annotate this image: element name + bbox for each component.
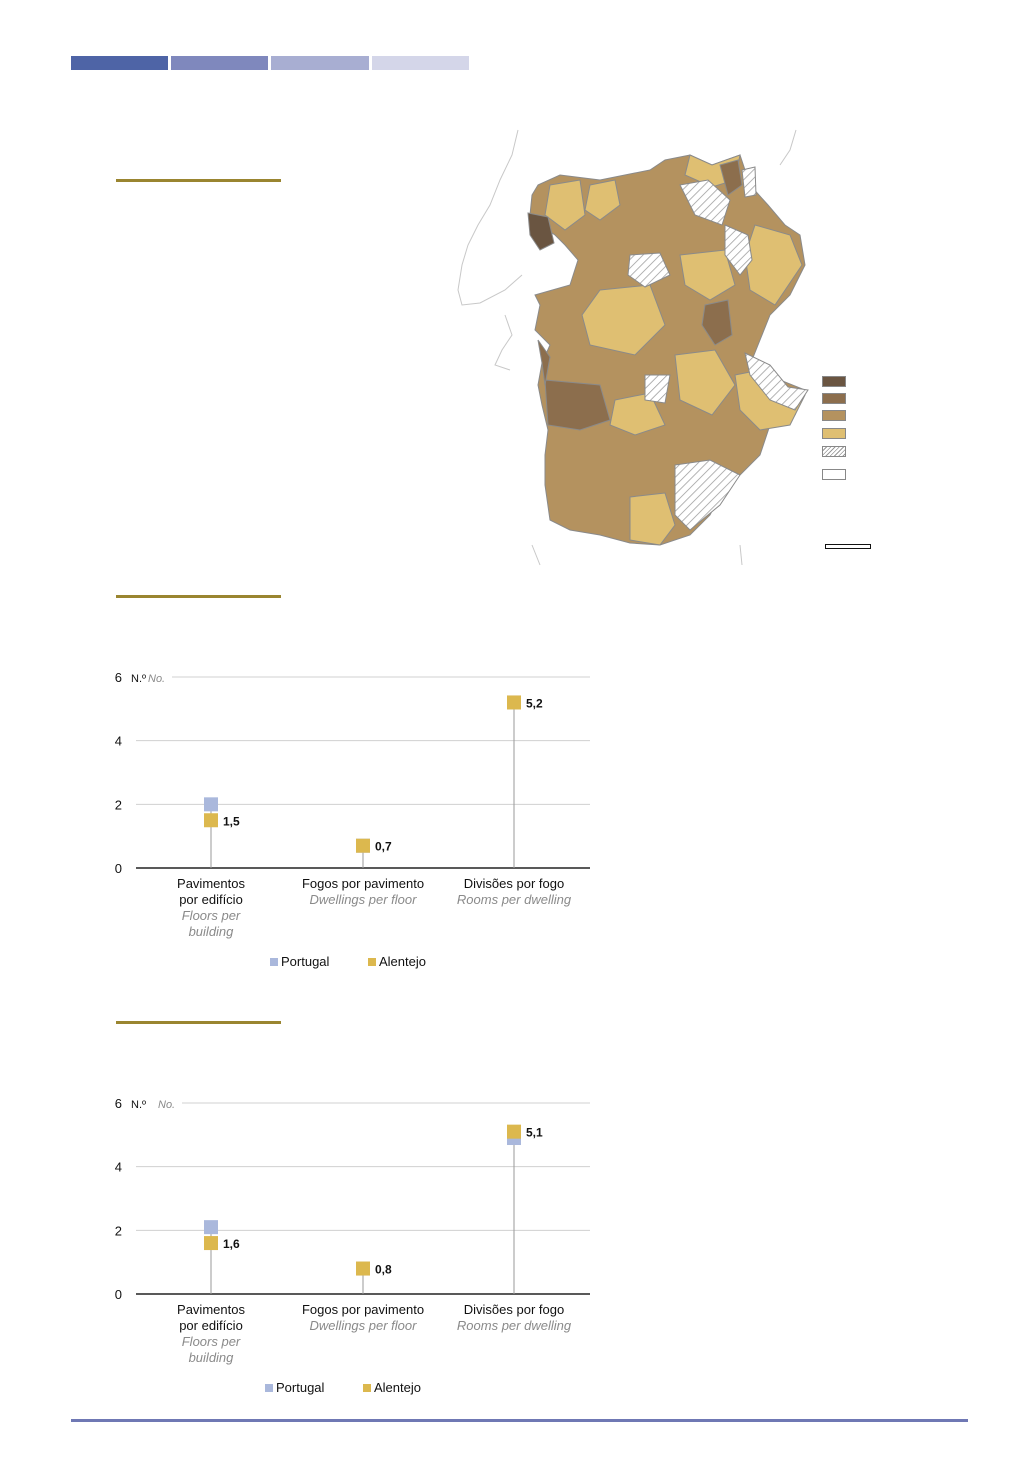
chart-1-portugal-point bbox=[204, 797, 218, 812]
chart-2-y-tick-label: 2 bbox=[115, 1223, 122, 1238]
chart-1-legend-alentejo-swatch bbox=[368, 957, 376, 966]
chart-2-legend-portugal: Portugal bbox=[265, 1380, 324, 1395]
header-bar-1 bbox=[71, 56, 168, 70]
chart-2-data-label: 0,8 bbox=[375, 1263, 392, 1277]
map-legend-swatch-1 bbox=[822, 376, 846, 387]
chart-2-legend-portugal-swatch bbox=[265, 1383, 273, 1392]
chart-1-y-tick-label: 2 bbox=[115, 797, 122, 812]
chart-1-data-label: 0,7 bbox=[375, 840, 392, 854]
chart-1-category-3: Divisões por fogo Rooms per dwelling bbox=[429, 876, 599, 908]
chart-1-legend-portugal: Portugal bbox=[270, 954, 329, 969]
chart-1-cat-2-pt: Fogos por pavimento bbox=[301, 876, 425, 891]
chart-1: 0 2 4 6 N.º No. 1,5 0,7 5,2 Pavimentos por edifí… bbox=[100, 660, 610, 980]
chart-2-cat-3-en: Rooms per dwelling bbox=[456, 1318, 572, 1333]
chart-1-legend-alentejo-label: Alentejo bbox=[379, 954, 426, 969]
map-legend-swatch-4 bbox=[822, 428, 846, 439]
chart-2-y-axis-label: N.º bbox=[131, 1099, 146, 1111]
chart-2-category-2: Fogos por pavimento Dwellings per floor bbox=[278, 1302, 448, 1334]
map-svg bbox=[457, 129, 809, 566]
header-bar-4 bbox=[372, 56, 469, 70]
chart-2-portugal-point bbox=[204, 1220, 218, 1235]
chart-2-cat-1-pt-line-2: por edifício bbox=[179, 1318, 243, 1333]
chart-1-cat-1-en-line-2: building bbox=[188, 924, 234, 939]
chart-1-data-label: 1,5 bbox=[223, 814, 240, 828]
chart-1-alentejo-point bbox=[204, 813, 218, 828]
map-legend-swatch-6 bbox=[822, 469, 846, 480]
chart-1-legend-alentejo: Alentejo bbox=[368, 954, 426, 969]
chart-1-y-tick-label: 6 bbox=[115, 670, 122, 685]
chart-2-cat-2-pt: Fogos por pavimento bbox=[301, 1302, 425, 1317]
chart-1-category-2: Fogos por pavimento Dwellings per floor bbox=[278, 876, 448, 908]
chart-2-legend-portugal-label: Portugal bbox=[276, 1380, 325, 1395]
chart-2-legend-alentejo: Alentejo bbox=[363, 1380, 421, 1395]
chart-1-plot: 0 2 4 6 N.º No. 1,5 0,7 5,2 bbox=[115, 670, 590, 876]
map-legend-swatch-3 bbox=[822, 410, 846, 421]
chart-2-data-label: 5,1 bbox=[526, 1126, 543, 1140]
chart-1-cat-2-en: Dwellings per floor bbox=[309, 892, 417, 907]
chart-2-cat-1-pt-line-1: Pavimentos bbox=[177, 1302, 245, 1317]
chart-2-plot: 0 2 4 6 N.º No. 1,6 0,8 5,1 bbox=[115, 1096, 590, 1302]
chart-1-alentejo-point bbox=[507, 695, 521, 710]
chart-2-y-axis-label-en: No. bbox=[158, 1099, 175, 1111]
chart-2-y-tick-label: 6 bbox=[115, 1096, 122, 1111]
chart-2-cat-1-en-line-1: Floors per bbox=[181, 1334, 241, 1349]
chart-1-cat-3-pt: Divisões por fogo bbox=[463, 876, 565, 891]
footer-rule bbox=[71, 1419, 968, 1422]
chart-2: 0 2 4 6 N.º No. 1,6 0,8 5,1 Pavimentos por edifí… bbox=[100, 1086, 610, 1406]
chart-1-y-tick-label: 4 bbox=[115, 734, 122, 749]
chart-2-alentejo-point bbox=[204, 1236, 218, 1251]
chart-1-alentejo-point bbox=[356, 838, 370, 853]
chart-2-cat-3-pt: Divisões por fogo bbox=[463, 1302, 565, 1317]
chart-2-alentejo-point bbox=[356, 1261, 370, 1276]
alentejo-choropleth-map bbox=[450, 125, 870, 570]
map-legend-swatch-5 bbox=[822, 446, 846, 457]
chart-2-legend-alentejo-swatch bbox=[363, 1383, 371, 1392]
map-legend-swatch-2 bbox=[822, 393, 846, 404]
chart-2-category-3: Divisões por fogo Rooms per dwelling bbox=[429, 1302, 599, 1334]
chart-2-cat-1-en-line-2: building bbox=[188, 1350, 234, 1365]
chart-2-data-label: 1,6 bbox=[223, 1237, 240, 1251]
chart-1-cat-1-en-line-1: Floors per bbox=[181, 908, 241, 923]
chart-1-cat-3-en: Rooms per dwelling bbox=[456, 892, 572, 907]
chart-2-y-tick-label: 4 bbox=[115, 1160, 122, 1175]
chart-1-data-label: 5,2 bbox=[526, 696, 543, 710]
chart-1-y-axis-label-en: No. bbox=[148, 673, 165, 685]
chart-1-y-axis-label: N.º bbox=[131, 673, 146, 685]
section-rule-chart-2 bbox=[116, 1021, 281, 1024]
chart-2-legend-alentejo-label: Alentejo bbox=[374, 1380, 421, 1395]
chart-1-cat-1-pt-line-1: Pavimentos bbox=[177, 876, 245, 891]
chart-2-category-1: Pavimentos por edifício Floors per build… bbox=[126, 1302, 296, 1366]
chart-1-legend-portugal-label: Portugal bbox=[281, 954, 330, 969]
chart-1-y-tick-label: 0 bbox=[115, 861, 122, 876]
header-bar-3 bbox=[271, 56, 369, 70]
chart-1-cat-1-pt-line-2: por edifício bbox=[179, 892, 243, 907]
chart-2-y-tick-label: 0 bbox=[115, 1287, 122, 1302]
chart-1-category-1: Pavimentos por edifício Floors per build… bbox=[126, 876, 296, 940]
section-rule-map bbox=[116, 179, 281, 182]
section-rule-chart-1 bbox=[116, 595, 281, 598]
chart-1-legend-portugal-swatch bbox=[270, 957, 278, 966]
header-bar-2 bbox=[171, 56, 268, 70]
chart-2-alentejo-point bbox=[507, 1124, 521, 1139]
chart-2-cat-2-en: Dwellings per floor bbox=[309, 1318, 417, 1333]
map-scale-bar bbox=[825, 544, 871, 549]
